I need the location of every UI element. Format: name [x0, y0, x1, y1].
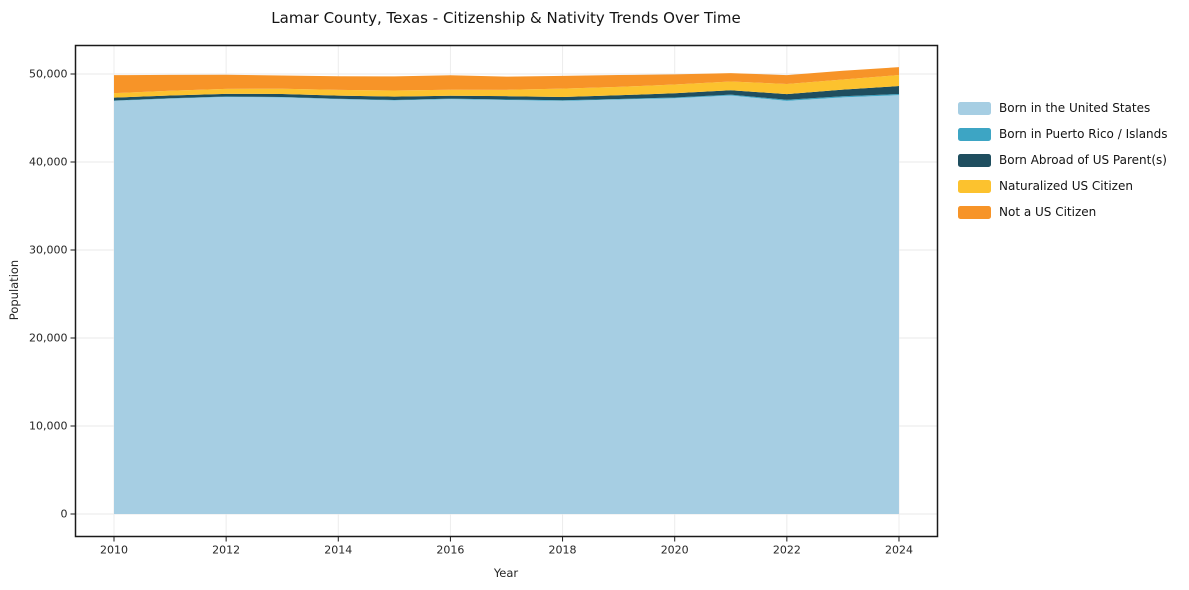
x-tick-label: 2018: [549, 544, 577, 557]
y-tick-label: 0: [61, 508, 68, 521]
area-series-0: [114, 95, 899, 515]
legend-item-born-abroad: Born Abroad of US Parent(s): [958, 154, 1168, 167]
legend-item-puerto-rico: Born in Puerto Rico / Islands: [958, 128, 1168, 141]
legend-label-naturalized: Naturalized US Citizen: [999, 179, 1133, 193]
legend-swatch-born-abroad-icon: [958, 154, 991, 167]
legend-item-naturalized: Naturalized US Citizen: [958, 180, 1168, 193]
legend-swatch-born-us-icon: [958, 102, 991, 115]
y-tick-label: 30,000: [29, 244, 68, 257]
chart-title: Lamar County, Texas - Citizenship & Nati…: [271, 9, 741, 27]
x-tick-label: 2010: [100, 544, 128, 557]
legend-label-not-citizen: Not a US Citizen: [999, 205, 1097, 219]
x-axis-label: Year: [493, 566, 519, 580]
x-tick-label: 2024: [885, 544, 913, 557]
legend-label-puerto-rico: Born in Puerto Rico / Islands: [999, 127, 1168, 141]
legend: Born in the United States Born in Puerto…: [958, 102, 1168, 219]
y-tick-label: 40,000: [29, 156, 68, 169]
y-tick-label: 50,000: [29, 68, 68, 81]
y-tick-label: 20,000: [29, 332, 68, 345]
stacked-areas: [114, 67, 899, 515]
legend-item-born-us: Born in the United States: [958, 102, 1168, 115]
x-tick-label: 2012: [212, 544, 240, 557]
plot-border: [74, 44, 939, 538]
axis-ticks: 2010 2012 2014 2016 2018 2020 2022 2024 0 10,000 2…: [29, 68, 913, 557]
x-tick-label: 2016: [436, 544, 464, 557]
legend-swatch-puerto-rico-icon: [958, 128, 991, 141]
area-series-2: [114, 86, 899, 101]
legend-swatch-naturalized-icon: [958, 180, 991, 193]
legend-item-not-citizen: Not a US Citizen: [958, 206, 1168, 219]
legend-label-born-us: Born in the United States: [999, 101, 1151, 115]
area-series-3: [114, 75, 899, 98]
legend-swatch-not-citizen-icon: [958, 206, 991, 219]
y-tick-label: 10,000: [29, 420, 68, 433]
area-series-4: [114, 67, 899, 94]
x-tick-label: 2020: [661, 544, 689, 557]
y-axis-label-text: Population: [7, 259, 21, 321]
x-tick-label: 2014: [324, 544, 352, 557]
legend-label-born-abroad: Born Abroad of US Parent(s): [999, 153, 1167, 167]
x-tick-label: 2022: [773, 544, 801, 557]
